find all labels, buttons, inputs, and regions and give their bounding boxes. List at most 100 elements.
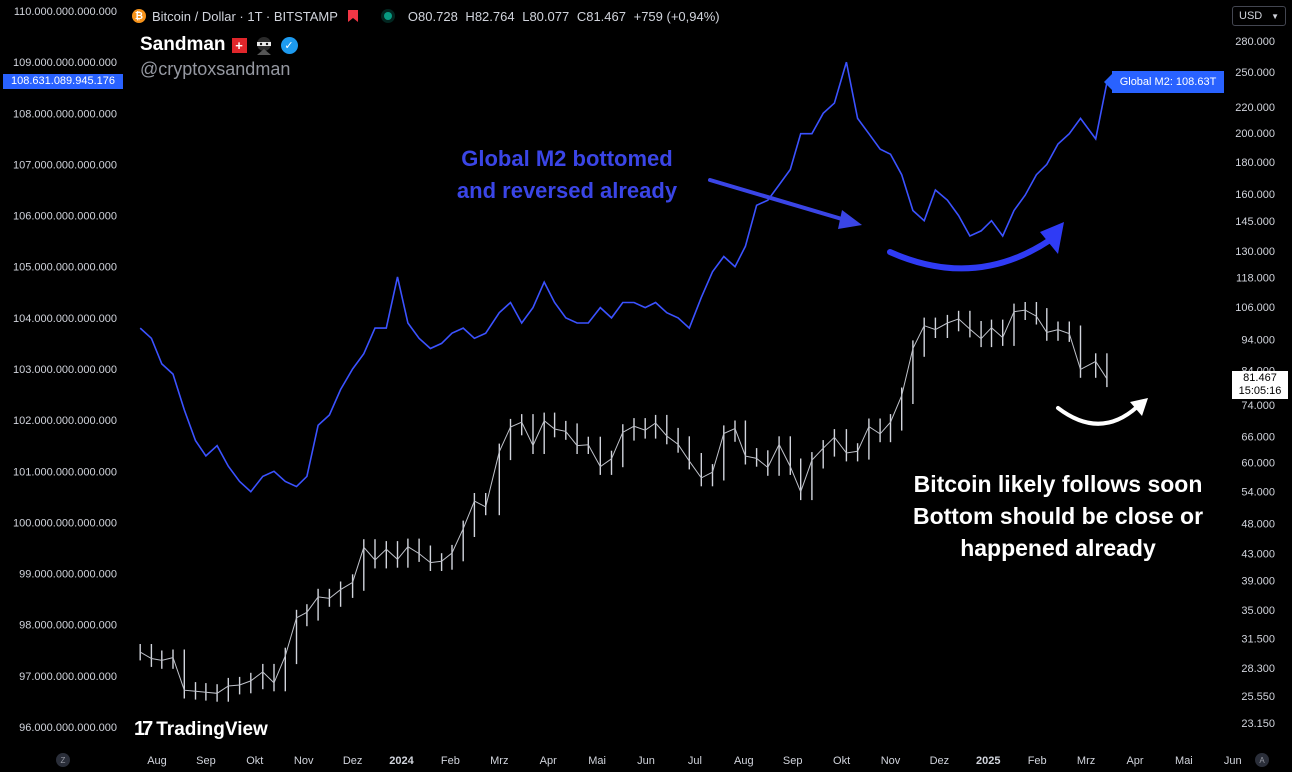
left-tick-label: 106.000.000.000.000 xyxy=(13,211,117,223)
right-tick-label: 145.000 xyxy=(1235,216,1275,228)
currency-label: USD xyxy=(1239,10,1263,22)
right-tick-label: 220.000 xyxy=(1235,102,1275,114)
right-tick-label: 280.000 xyxy=(1235,36,1275,48)
swiss-flag-icon: + xyxy=(231,37,247,53)
x-tick-label: Dez xyxy=(343,755,363,767)
ohlc-key: L xyxy=(522,8,530,24)
left-tick-label: 103.000.000.000.000 xyxy=(13,364,117,376)
x-tick-label: Jun xyxy=(1224,755,1242,767)
ohlc-value: 82.764 xyxy=(474,8,515,24)
left-tick-label: 102.000.000.000.000 xyxy=(13,415,117,427)
ohlc-key: O xyxy=(407,8,419,24)
currency-select[interactable]: USD ▼ xyxy=(1232,6,1286,26)
ohlc-value: 80.077 xyxy=(529,8,570,24)
left-tick-label: 101.000.000.000.000 xyxy=(13,466,117,478)
right-tick-label: 180.000 xyxy=(1235,157,1275,169)
bar-countdown: 15:05:16 xyxy=(1238,385,1282,397)
symbol-header: ₿ Bitcoin / Dollar · 1T · BITSTAMP O80.7… xyxy=(132,6,720,26)
right-tick-label: 31.500 xyxy=(1241,634,1275,646)
left-tick-label: 110.000.000.000.000 xyxy=(14,6,117,18)
right-tick-label: 106.000 xyxy=(1235,302,1275,314)
btc-series-line xyxy=(139,309,1108,694)
zoom-button[interactable]: Z xyxy=(56,753,70,767)
left-tick-label: 109.000.000.000.000 xyxy=(13,57,117,69)
btc-curve-arrow xyxy=(1056,405,1139,426)
m2-curve-arrow xyxy=(887,237,1053,272)
tradingview-logo[interactable]: 17 TradingView xyxy=(134,718,268,741)
m2-annotation: Global M2 bottomed and reversed already xyxy=(442,143,692,207)
x-tick-label: Mai xyxy=(588,755,606,767)
x-axis: Aug Sep Okt Nov Dez 2024 Feb Mrz Apr Mai Jun Jul Aug… xyxy=(147,755,1241,767)
ohlc-key: C xyxy=(576,8,587,24)
right-tick-label: 35.000 xyxy=(1241,605,1275,617)
bitcoin-icon: ₿ xyxy=(132,9,146,23)
m2-value-tag: Global M2: 108.63T xyxy=(1104,71,1224,93)
author-name: Sandman xyxy=(140,34,226,55)
ohlc-key: H xyxy=(465,8,475,24)
right-tick-label: 43.000 xyxy=(1241,549,1275,561)
right-tick-label: 250.000 xyxy=(1235,67,1275,79)
right-tick-label: 74.000 xyxy=(1241,400,1275,412)
left-tick-label: 100.000.000.000.000 xyxy=(13,517,117,529)
x-tick-label: Apr xyxy=(1126,755,1143,767)
chevron-down-icon: ▼ xyxy=(1271,11,1279,21)
last-price-tag: 81.467 15:05:16 xyxy=(1232,371,1288,399)
right-tick-label: 54.000 xyxy=(1241,486,1275,498)
left-tick-label: 98.000.000.000.000 xyxy=(19,620,117,632)
btc-annotation-line: happened already xyxy=(960,535,1156,561)
right-tick-label: 66.000 xyxy=(1241,431,1275,443)
x-tick-label: Jul xyxy=(688,755,702,767)
auto-scale-button[interactable]: A xyxy=(1255,753,1269,767)
right-tick-label: 118.000 xyxy=(1236,272,1275,284)
x-tick-label: Mrz xyxy=(490,755,508,767)
right-tick-label: 200.000 xyxy=(1235,128,1275,140)
m2-curve-arrowhead xyxy=(1040,222,1064,254)
right-tick-label: 28.300 xyxy=(1241,663,1275,675)
btc-series xyxy=(139,302,1108,702)
x-tick-label: Okt xyxy=(833,755,850,767)
x-tick-label: Sep xyxy=(783,755,803,767)
right-tick-label: 130.000 xyxy=(1235,246,1275,258)
m2-series-line xyxy=(139,61,1108,493)
x-tick-label: Feb xyxy=(1028,755,1047,767)
author-name-row: Sandman + ✓ xyxy=(140,34,298,56)
right-tick-label: 39.000 xyxy=(1241,575,1275,587)
ninja-icon xyxy=(256,37,271,55)
x-tick-label: Nov xyxy=(294,755,314,767)
right-tick-label: 160.000 xyxy=(1235,189,1275,201)
ohlc-values: O80.728 H82.764 L80.077 C81.467 +759 (+0… xyxy=(404,9,720,24)
left-tick-label: 96.000.000.000.000 xyxy=(19,722,117,734)
ohlc-value: 81.467 xyxy=(586,8,626,24)
x-tick-label: Aug xyxy=(147,755,167,767)
right-tick-label: 94.000 xyxy=(1241,335,1275,347)
x-tick-label: 2025 xyxy=(976,755,1000,767)
price-change: +759 (+0,94%) xyxy=(633,8,720,24)
x-tick-label: Sep xyxy=(196,755,216,767)
left-axis: 110.000.000.000.000 109.000.000.000.000 10… xyxy=(13,6,117,734)
left-tick-label: 108.000.000.000.000 xyxy=(13,108,117,120)
left-tick-label: 97.000.000.000.000 xyxy=(19,671,117,683)
x-tick-label: Apr xyxy=(540,755,557,767)
x-tick-label: 2024 xyxy=(389,755,414,767)
x-tick-label: Feb xyxy=(441,755,460,767)
symbol-title[interactable]: Bitcoin / Dollar · 1T · BITSTAMP xyxy=(152,8,338,24)
x-tick-label: Okt xyxy=(246,755,263,767)
market-status-icon xyxy=(383,12,392,20)
x-tick-label: Nov xyxy=(881,755,901,767)
author-handle: @cryptoxsandman xyxy=(140,59,291,79)
m2-annotation-line: Global M2 bottomed xyxy=(461,146,673,171)
x-tick-label: Aug xyxy=(734,755,754,767)
x-tick-label: Mrz xyxy=(1077,755,1095,767)
annotation-arrows xyxy=(708,178,1148,426)
left-tick-label: 99.000.000.000.000 xyxy=(19,569,117,581)
m2-annotation-line: and reversed already xyxy=(456,178,678,203)
flag-icon[interactable] xyxy=(347,10,358,22)
x-tick-label: Mai xyxy=(1175,755,1193,767)
tradingview-logo-icon: 17 xyxy=(134,718,153,740)
x-tick-label: Dez xyxy=(930,755,950,767)
x-tick-label: Jun xyxy=(637,755,655,767)
right-tick-label: 25.550 xyxy=(1241,691,1275,703)
left-tick-label: 107.000.000.000.000 xyxy=(13,159,117,171)
right-tick-label: 60.000 xyxy=(1241,457,1275,469)
m2-left-value-tag: 108.631.089.945.176 xyxy=(3,74,123,89)
